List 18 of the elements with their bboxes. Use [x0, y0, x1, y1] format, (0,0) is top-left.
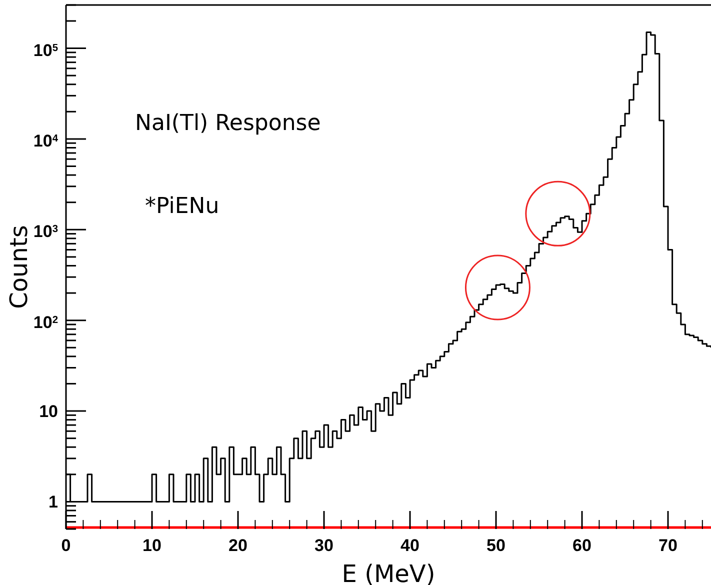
x-axis-title: E (MeV) [342, 560, 436, 585]
x-tick-label: 0 [61, 536, 71, 555]
x-tick-label: 40 [400, 536, 420, 555]
y-tick-label: 10 [39, 402, 58, 422]
y-tick-label: 10$^{3}$ [33, 222, 58, 242]
x-tick-label: 10 [142, 536, 162, 555]
y-tick-label: 10$^{5}$ [33, 40, 58, 60]
y-tick-label: 10$^{4}$ [33, 131, 58, 150]
x-tick-label: 20 [228, 536, 248, 555]
x-tick-label: 60 [572, 536, 592, 555]
annotation: NaI(Tl) Response [135, 111, 321, 136]
x-tick-label: 70 [658, 536, 678, 555]
y-tick-label: 10$^{2}$ [33, 312, 58, 332]
y-tick-label: 1 [48, 492, 58, 512]
annotation: *PiENu [145, 194, 220, 219]
y-axis-title: Counts [5, 225, 33, 309]
x-tick-label: 50 [486, 536, 506, 555]
x-tick-label: 30 [314, 536, 334, 555]
